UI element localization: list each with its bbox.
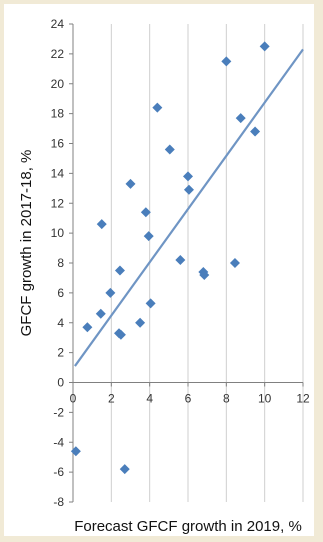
y-tick-label: 18 [51, 107, 65, 121]
x-tick-label: 8 [223, 392, 230, 406]
y-tick-label: 12 [51, 196, 65, 210]
y-tick-label: -2 [53, 405, 64, 419]
y-tick-label: 22 [51, 47, 65, 61]
data-point [70, 446, 81, 457]
x-tick-label: 6 [185, 392, 192, 406]
data-point [96, 219, 107, 230]
x-tick-label: 4 [146, 392, 153, 406]
data-point [95, 308, 106, 319]
data-point [115, 329, 126, 340]
x-axis-title: Forecast GFCF growth in 2019, % [74, 518, 302, 535]
data-point [175, 255, 186, 266]
x-tick-label: 12 [296, 392, 310, 406]
data-point [199, 269, 210, 280]
x-tick-label: 10 [258, 392, 272, 406]
chart-background [4, 4, 314, 536]
y-tick-label: 24 [51, 17, 65, 31]
y-tick-label: 16 [51, 137, 65, 151]
data-point [164, 144, 175, 155]
data-point [135, 317, 146, 328]
y-axis-title: GFCF growth in 2017-18, % [18, 150, 35, 337]
trend-line [74, 48, 304, 367]
data-point [143, 231, 154, 242]
y-tick-label: 2 [57, 346, 64, 360]
data-point [125, 178, 136, 189]
y-tick-label: 4 [57, 316, 64, 330]
data-point [229, 258, 240, 268]
y-tick-label: -4 [53, 435, 64, 449]
x-tick-label: 0 [70, 392, 77, 406]
y-tick-label: -8 [53, 495, 64, 509]
data-point [119, 464, 130, 475]
y-tick-label: 14 [51, 166, 65, 180]
data-point [114, 265, 125, 276]
data-point [82, 322, 93, 333]
x-tick-label: 2 [108, 392, 115, 406]
y-tick-label: 0 [57, 376, 64, 390]
y-tick-label: 20 [51, 77, 65, 91]
data-point [250, 126, 261, 137]
data-point [140, 207, 151, 218]
data-point [183, 171, 193, 182]
y-tick-label: 10 [51, 226, 65, 240]
data-point [145, 298, 156, 309]
y-tick-label: -6 [53, 465, 64, 479]
data-point [221, 56, 232, 67]
data-point [235, 113, 246, 124]
data-point [259, 41, 270, 52]
data-point [152, 102, 163, 113]
y-tick-label: 8 [57, 256, 64, 270]
y-tick-label: 6 [57, 286, 64, 300]
data-point [105, 287, 116, 298]
data-point [183, 184, 194, 195]
